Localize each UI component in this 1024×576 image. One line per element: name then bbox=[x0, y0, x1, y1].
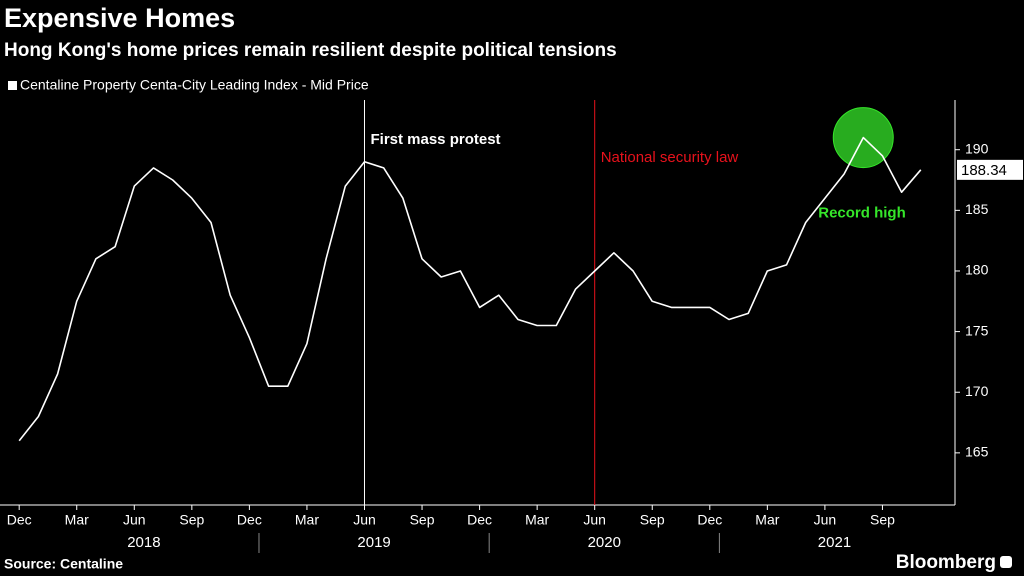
x-tick-label: Mar bbox=[295, 512, 319, 528]
annotation: Record high bbox=[818, 205, 906, 222]
x-year-label: 2021 bbox=[818, 534, 851, 551]
x-tick-label: Jun bbox=[583, 512, 606, 528]
x-tick-label: Mar bbox=[755, 512, 779, 528]
last-value-box bbox=[957, 159, 1023, 180]
annotation: First mass protest bbox=[370, 131, 500, 148]
brand: Bloomberg bbox=[896, 552, 996, 573]
y-tick-label: 190 bbox=[965, 140, 989, 156]
x-tick-label: Dec bbox=[467, 512, 492, 528]
x-year-label: 2019 bbox=[357, 534, 390, 551]
brand-icon bbox=[1000, 556, 1012, 568]
x-year-label: 2018 bbox=[127, 534, 160, 551]
x-tick-label: Sep bbox=[870, 512, 895, 528]
x-tick-label: Dec bbox=[237, 512, 262, 528]
annotation: National security law bbox=[601, 149, 739, 166]
chart-title: Expensive Homes bbox=[4, 3, 235, 33]
x-tick-label: Mar bbox=[525, 512, 549, 528]
y-tick-label: 165 bbox=[965, 444, 989, 460]
y-tick-label: 185 bbox=[965, 201, 989, 217]
legend-label: Centaline Property Centa-City Leading In… bbox=[20, 77, 369, 93]
x-year-label: 2020 bbox=[588, 534, 621, 551]
x-tick-label: Sep bbox=[179, 512, 204, 528]
y-tick-label: 175 bbox=[965, 322, 989, 338]
chart-subtitle: Hong Kong's home prices remain resilient… bbox=[4, 40, 617, 61]
x-tick-label: Jun bbox=[123, 512, 146, 528]
y-tick-label: 170 bbox=[965, 383, 989, 399]
x-tick-label: Dec bbox=[697, 512, 722, 528]
x-tick-label: Jun bbox=[814, 512, 837, 528]
x-tick-label: Dec bbox=[7, 512, 32, 528]
x-tick-label: Sep bbox=[640, 512, 665, 528]
y-tick-label: 180 bbox=[965, 262, 989, 278]
last-value-label: 188.34 bbox=[961, 162, 1007, 179]
x-tick-label: Jun bbox=[353, 512, 376, 528]
series-line bbox=[18, 136, 922, 442]
source: Source: Centaline bbox=[4, 556, 123, 572]
x-tick-label: Mar bbox=[65, 512, 89, 528]
x-tick-label: Sep bbox=[410, 512, 435, 528]
legend-swatch bbox=[8, 81, 17, 90]
